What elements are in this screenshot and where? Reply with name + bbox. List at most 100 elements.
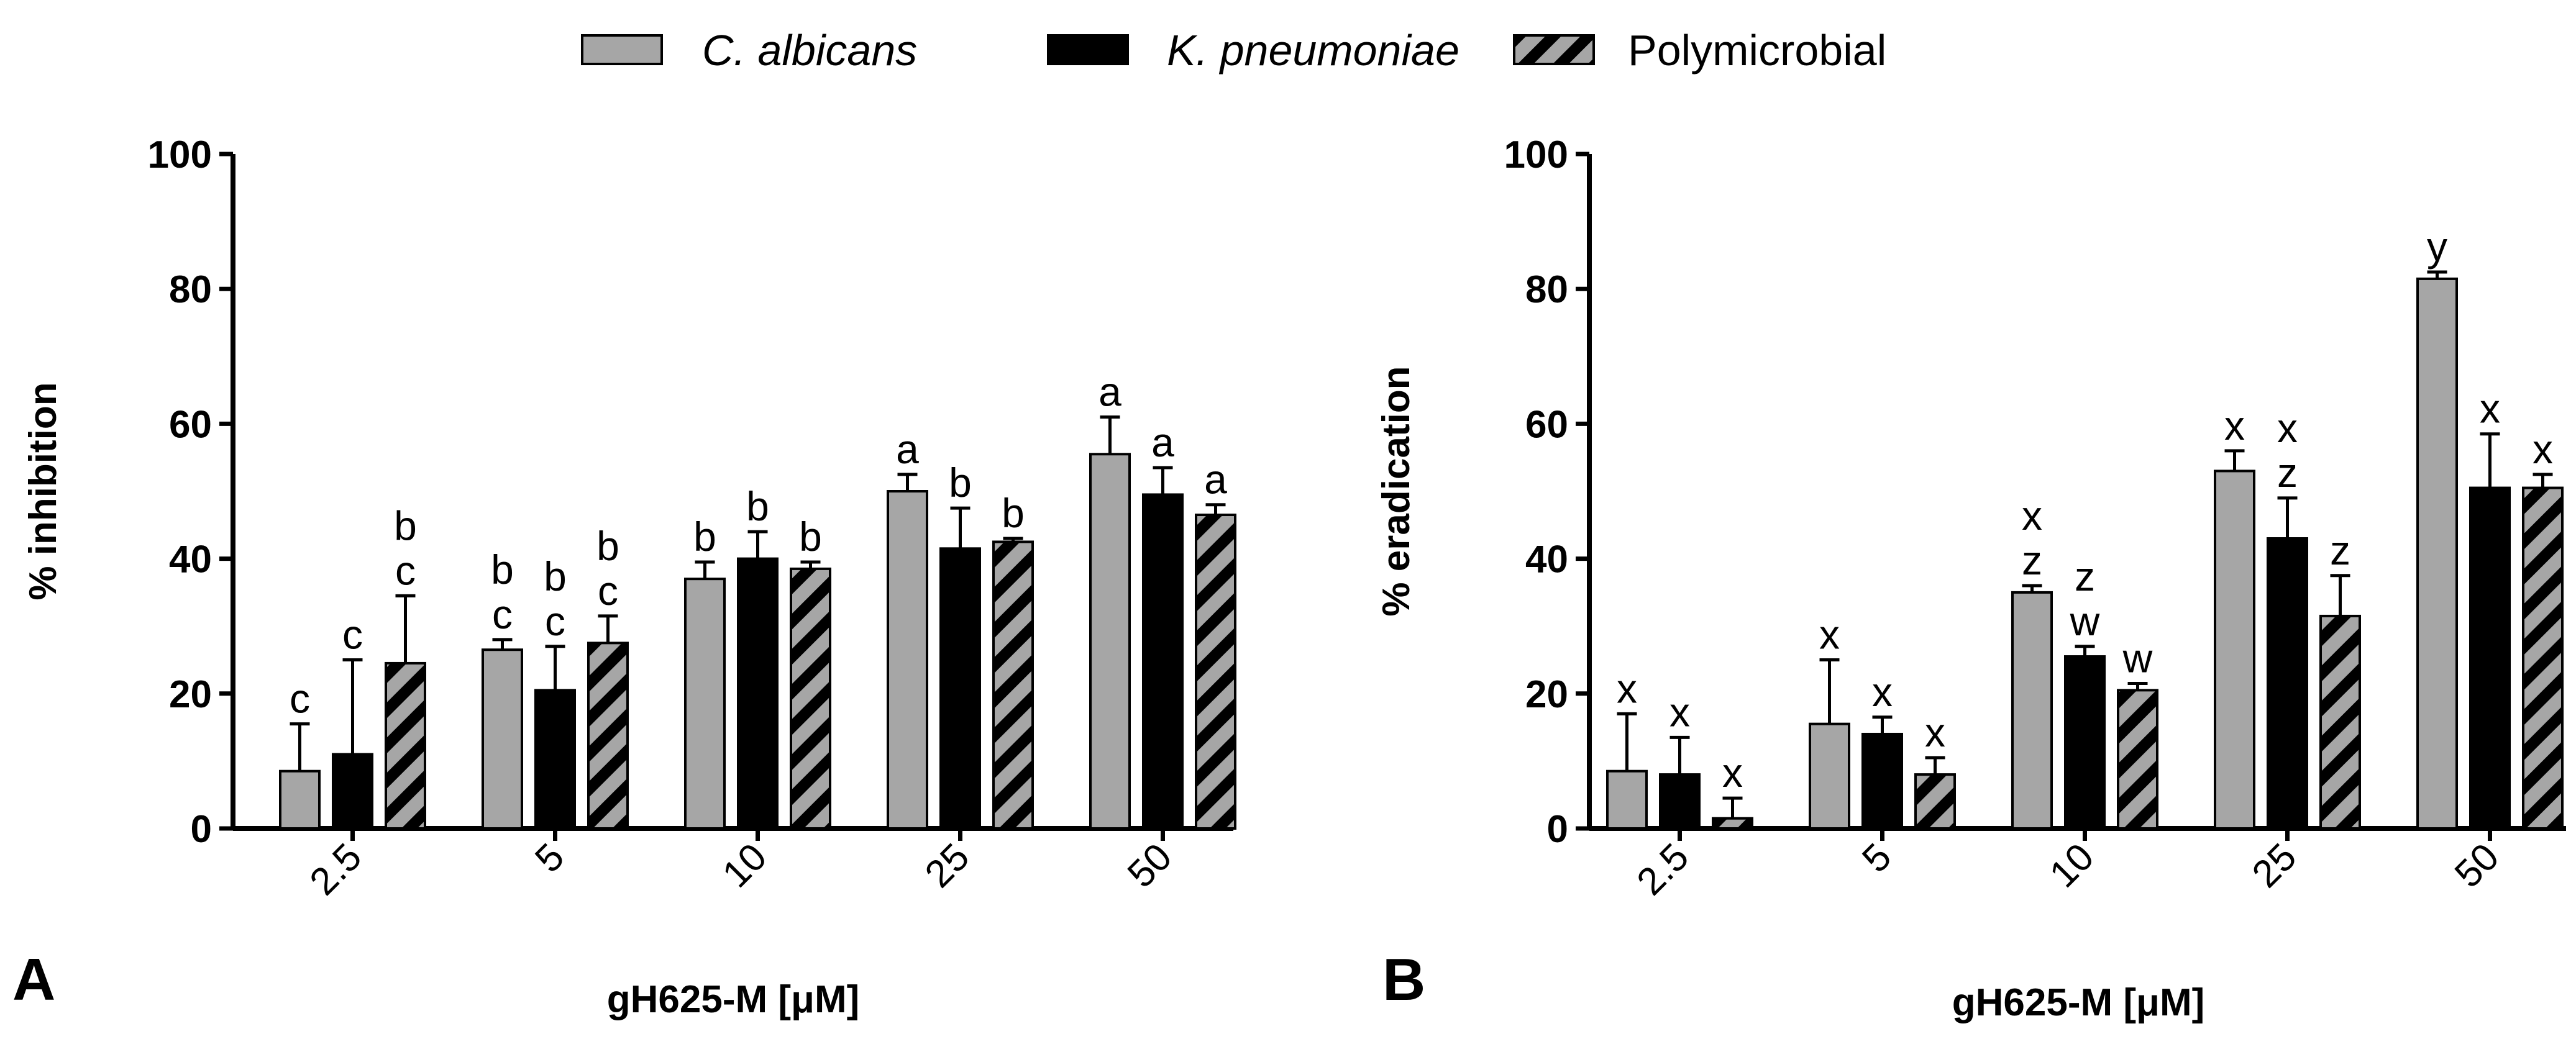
significance-label: x <box>2224 402 2245 448</box>
significance-label: b <box>491 547 514 592</box>
x-ticks: 2.5 5 10 25 50 <box>1629 828 2508 904</box>
x-tick-label: 2.5 <box>1629 835 1697 904</box>
significance-label: w <box>2070 598 2100 644</box>
significance-label: a <box>1151 419 1174 465</box>
bar-polymicrobial <box>790 567 831 830</box>
bar-polymicrobial <box>2522 486 2564 830</box>
significance-label: x <box>2533 426 2553 472</box>
significance-label: a <box>896 426 919 472</box>
significance-label: c <box>342 612 363 658</box>
significance-label: b <box>949 460 972 506</box>
panel-a-chart: % inhibition gH625-M [μM] A 020406080100… <box>12 134 1236 1021</box>
y-tick-label: 60 <box>1525 403 1568 446</box>
significance-label: c <box>395 547 416 593</box>
bar-c-albicans <box>1809 722 1850 830</box>
bar-k-pneumoniae <box>2064 655 2106 830</box>
significance-label: z <box>2075 553 2095 599</box>
y-axis-title: % eradication <box>1375 366 1418 616</box>
x-tick-label: 10 <box>2042 835 2103 896</box>
x-tick-label: 25 <box>2244 835 2305 896</box>
significance-label: c <box>492 591 513 637</box>
panel-letter-a: A <box>12 946 55 1013</box>
bar-c-albicans <box>1606 769 1648 830</box>
bar-c-albicans <box>1089 453 1131 830</box>
significance-label: x <box>1722 750 1743 796</box>
y-tick-label: 60 <box>169 403 212 446</box>
y-tick-label: 40 <box>1525 538 1568 581</box>
legend-swatch-c-albicans <box>581 34 663 65</box>
x-tick-label: 5 <box>527 835 572 881</box>
y-tick-label: 80 <box>169 268 212 311</box>
bar-k-pneumoniae <box>939 547 981 830</box>
y-tick-label: 40 <box>169 538 212 581</box>
significance-label: a <box>1098 369 1121 415</box>
y-tick-label: 100 <box>148 134 212 176</box>
x-axis-title: gH625-M [μM] <box>1952 981 2204 1024</box>
significance-label: b <box>1002 490 1025 536</box>
significance-label: x <box>1819 612 1840 658</box>
y-tick-label: 0 <box>191 808 212 851</box>
y-axis-title: % inhibition <box>22 382 65 600</box>
significance-label: x <box>2480 386 2500 432</box>
legend-label-polymicrobial: Polymicrobial <box>1628 26 1886 75</box>
bar-k-pneumoniae <box>1659 773 1701 830</box>
y-ticks: 0 20 40 60 80 100 <box>148 134 233 851</box>
x-tick-label: 50 <box>1120 835 1181 896</box>
significance-label: c <box>290 676 310 722</box>
significance-label: x <box>1872 669 1893 715</box>
significance-label: b <box>544 553 567 599</box>
significance-label: x <box>2277 405 2298 451</box>
bar-k-pneumoniae <box>1861 732 1903 830</box>
x-tick-label: 5 <box>1854 835 1899 881</box>
x-axis-title: gH625-M [μM] <box>607 978 859 1021</box>
significance-label: w <box>2122 635 2153 681</box>
significance-label: z <box>2277 450 2298 496</box>
bar-c-albicans <box>2416 277 2458 830</box>
y-tick-label: 100 <box>1504 134 1568 176</box>
significance-label: b <box>693 514 716 560</box>
x-tick-label: 50 <box>2447 835 2508 896</box>
legend-swatch-k-pneumoniae <box>1047 34 1129 65</box>
bar-c-albicans <box>684 578 726 830</box>
bar-polymicrobial <box>1712 817 1753 830</box>
bar-k-pneumoniae <box>332 753 373 830</box>
y-tick-label: 80 <box>1525 268 1568 311</box>
x-tick-label: 25 <box>917 835 978 896</box>
bar-polymicrobial <box>992 540 1034 830</box>
bar-k-pneumoniae <box>2267 537 2308 830</box>
legend: C. albicans K. pneumoniae Polymicrobial <box>581 26 1886 75</box>
x-tick-label: 10 <box>715 835 775 896</box>
significance-label: b <box>596 523 619 569</box>
x-ticks: 2.5 5 10 25 50 <box>302 828 1181 904</box>
y-ticks: 0 20 40 60 80 100 <box>1504 134 1589 851</box>
panel-letter-b: B <box>1382 946 1425 1013</box>
legend-label-k-pneumoniae: K. pneumoniae <box>1167 26 1459 75</box>
bar-polymicrobial <box>2319 614 2361 830</box>
significance-label: x <box>2022 492 2042 538</box>
x-tick-label: 2.5 <box>302 835 370 904</box>
significance-label: c <box>598 568 618 614</box>
bar-c-albicans <box>279 769 321 830</box>
significance-label: z <box>2022 537 2042 583</box>
significance-label: b <box>746 483 769 529</box>
significance-label: c <box>545 598 565 644</box>
panel-b-chart: % eradication gH625-M [μM] B 0 20 40 60 80 10… <box>1375 134 2566 1024</box>
bar-k-pneumoniae <box>534 689 576 830</box>
y-tick-label: 20 <box>1525 673 1568 716</box>
bar-polymicrobial <box>385 661 426 830</box>
bar-polymicrobial <box>2117 689 2158 830</box>
bar-c-albicans <box>887 490 928 830</box>
legend-label-c-albicans: C. albicans <box>702 26 917 75</box>
bar-polymicrobial <box>1914 773 1956 830</box>
y-tick-label: 20 <box>169 673 212 716</box>
bar-k-pneumoniae <box>1142 493 1184 830</box>
significance-label: x <box>1617 665 1637 711</box>
significance-label: x <box>1669 689 1690 735</box>
bar-c-albicans <box>2011 591 2053 830</box>
significance-label: x <box>1925 709 1945 755</box>
y-tick-label: 0 <box>1547 808 1568 851</box>
significance-label: a <box>1204 456 1227 502</box>
